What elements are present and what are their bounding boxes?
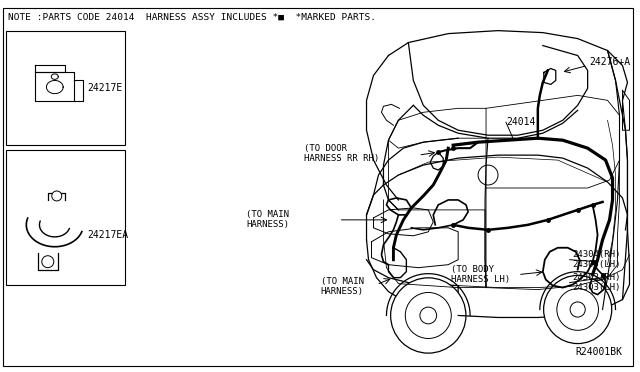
Circle shape xyxy=(42,256,54,268)
Text: R24001BK: R24001BK xyxy=(576,347,623,357)
Circle shape xyxy=(570,302,585,317)
Text: 24217EA: 24217EA xyxy=(88,230,129,240)
Circle shape xyxy=(543,275,612,344)
Text: HARNESS): HARNESS) xyxy=(246,220,289,230)
Text: (TO BODY: (TO BODY xyxy=(451,265,494,274)
Circle shape xyxy=(478,165,498,185)
Text: 24305(LH): 24305(LH) xyxy=(573,260,621,269)
Circle shape xyxy=(405,292,451,339)
Text: 24217E: 24217E xyxy=(88,83,123,93)
Text: (TO MAIN: (TO MAIN xyxy=(246,211,289,219)
Text: (TO MAIN: (TO MAIN xyxy=(321,277,364,286)
Circle shape xyxy=(557,289,598,330)
Text: HARNESS LH): HARNESS LH) xyxy=(451,275,510,284)
Text: NOTE :PARTS CODE 24014  HARNESS ASSY INCLUDES *■  *MARKED PARTS.: NOTE :PARTS CODE 24014 HARNESS ASSY INCL… xyxy=(8,13,376,22)
Text: 24014: 24014 xyxy=(506,117,535,127)
Text: HARNESS RR RH): HARNESS RR RH) xyxy=(304,154,379,163)
Circle shape xyxy=(52,191,61,201)
Text: HARNESS): HARNESS) xyxy=(321,287,364,296)
Bar xyxy=(6,31,125,145)
Text: 24303(LH): 24303(LH) xyxy=(573,283,621,292)
Text: (TO DOOR: (TO DOOR xyxy=(304,144,347,153)
Text: 24304(RH): 24304(RH) xyxy=(573,250,621,259)
Circle shape xyxy=(390,278,466,353)
Circle shape xyxy=(420,307,436,324)
Bar xyxy=(6,150,125,285)
Text: 24302(RH): 24302(RH) xyxy=(573,273,621,282)
Text: 24276+A: 24276+A xyxy=(589,58,631,67)
